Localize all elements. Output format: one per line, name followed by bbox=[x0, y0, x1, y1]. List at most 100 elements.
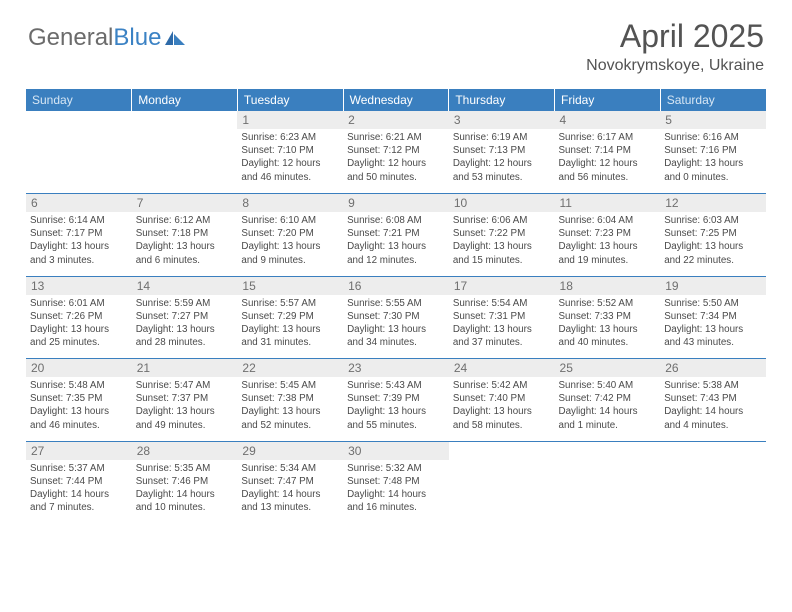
calendar-day-cell: 20Sunrise: 5:48 AMSunset: 7:35 PMDayligh… bbox=[26, 359, 132, 441]
daylight-text: Daylight: 14 hours and 16 minutes. bbox=[347, 488, 445, 514]
sunset-text: Sunset: 7:37 PM bbox=[136, 392, 234, 405]
sail-icon bbox=[163, 29, 187, 47]
sunrise-text: Sunrise: 5:43 AM bbox=[347, 379, 445, 392]
day-cell-inner: 10Sunrise: 6:06 AMSunset: 7:22 PMDayligh… bbox=[449, 194, 555, 269]
daylight-text: Daylight: 13 hours and 34 minutes. bbox=[347, 323, 445, 349]
calendar-day-cell: 17Sunrise: 5:54 AMSunset: 7:31 PMDayligh… bbox=[449, 276, 555, 358]
calendar-empty-cell bbox=[132, 111, 238, 193]
sunrise-text: Sunrise: 5:55 AM bbox=[347, 297, 445, 310]
day-number: 27 bbox=[26, 442, 132, 460]
location: Novokrymskoye, Ukraine bbox=[586, 57, 764, 75]
day-number: 6 bbox=[26, 194, 132, 212]
day-info: Sunrise: 5:38 AMSunset: 7:43 PMDaylight:… bbox=[664, 379, 762, 432]
calendar-week-row: 20Sunrise: 5:48 AMSunset: 7:35 PMDayligh… bbox=[26, 359, 766, 441]
day-number: 10 bbox=[449, 194, 555, 212]
day-cell-inner: 20Sunrise: 5:48 AMSunset: 7:35 PMDayligh… bbox=[26, 359, 132, 434]
daylight-text: Daylight: 13 hours and 6 minutes. bbox=[136, 240, 234, 266]
daylight-text: Daylight: 12 hours and 53 minutes. bbox=[453, 157, 551, 183]
sunrise-text: Sunrise: 6:16 AM bbox=[664, 131, 762, 144]
day-cell-inner: 27Sunrise: 5:37 AMSunset: 7:44 PMDayligh… bbox=[26, 442, 132, 517]
sunset-text: Sunset: 7:40 PM bbox=[453, 392, 551, 405]
sunset-text: Sunset: 7:43 PM bbox=[664, 392, 762, 405]
day-number: 9 bbox=[343, 194, 449, 212]
sunrise-text: Sunrise: 5:50 AM bbox=[664, 297, 762, 310]
calendar-day-cell: 1Sunrise: 6:23 AMSunset: 7:10 PMDaylight… bbox=[237, 111, 343, 193]
day-number: 4 bbox=[555, 111, 661, 129]
sunrise-text: Sunrise: 6:14 AM bbox=[30, 214, 128, 227]
day-number: 25 bbox=[555, 359, 661, 377]
calendar-week-row: 1Sunrise: 6:23 AMSunset: 7:10 PMDaylight… bbox=[26, 111, 766, 193]
day-info: Sunrise: 6:10 AMSunset: 7:20 PMDaylight:… bbox=[241, 214, 339, 267]
daylight-text: Daylight: 13 hours and 19 minutes. bbox=[559, 240, 657, 266]
weekday-header: Thursday bbox=[449, 89, 555, 111]
day-info: Sunrise: 5:34 AMSunset: 7:47 PMDaylight:… bbox=[241, 462, 339, 515]
day-number: 18 bbox=[555, 277, 661, 295]
day-cell-inner: 1Sunrise: 6:23 AMSunset: 7:10 PMDaylight… bbox=[237, 111, 343, 186]
calendar-day-cell: 18Sunrise: 5:52 AMSunset: 7:33 PMDayligh… bbox=[555, 276, 661, 358]
sunset-text: Sunset: 7:34 PM bbox=[664, 310, 762, 323]
sunset-text: Sunset: 7:30 PM bbox=[347, 310, 445, 323]
sunset-text: Sunset: 7:27 PM bbox=[136, 310, 234, 323]
day-number: 21 bbox=[132, 359, 238, 377]
calendar-table: SundayMondayTuesdayWednesdayThursdayFrid… bbox=[26, 89, 766, 523]
calendar-day-cell: 28Sunrise: 5:35 AMSunset: 7:46 PMDayligh… bbox=[132, 441, 238, 523]
sunset-text: Sunset: 7:33 PM bbox=[559, 310, 657, 323]
sunrise-text: Sunrise: 5:32 AM bbox=[347, 462, 445, 475]
sunset-text: Sunset: 7:35 PM bbox=[30, 392, 128, 405]
calendar-day-cell: 27Sunrise: 5:37 AMSunset: 7:44 PMDayligh… bbox=[26, 441, 132, 523]
sunset-text: Sunset: 7:22 PM bbox=[453, 227, 551, 240]
daylight-text: Daylight: 14 hours and 13 minutes. bbox=[241, 488, 339, 514]
day-info: Sunrise: 6:04 AMSunset: 7:23 PMDaylight:… bbox=[559, 214, 657, 267]
sunrise-text: Sunrise: 5:59 AM bbox=[136, 297, 234, 310]
day-cell-inner: 28Sunrise: 5:35 AMSunset: 7:46 PMDayligh… bbox=[132, 442, 238, 517]
calendar-day-cell: 2Sunrise: 6:21 AMSunset: 7:12 PMDaylight… bbox=[343, 111, 449, 193]
weekday-header: Saturday bbox=[660, 89, 766, 111]
day-cell-inner: 8Sunrise: 6:10 AMSunset: 7:20 PMDaylight… bbox=[237, 194, 343, 269]
day-number: 30 bbox=[343, 442, 449, 460]
day-cell-inner: 16Sunrise: 5:55 AMSunset: 7:30 PMDayligh… bbox=[343, 277, 449, 352]
weekday-header: Friday bbox=[555, 89, 661, 111]
weekday-header: Wednesday bbox=[343, 89, 449, 111]
day-cell-inner: 30 Sunrise: 5:32 AMSunset: 7:48 PMDayligh… bbox=[343, 442, 449, 517]
day-number: 12 bbox=[660, 194, 766, 212]
day-number: 11 bbox=[555, 194, 661, 212]
day-info: Sunrise: 5:48 AMSunset: 7:35 PMDaylight:… bbox=[30, 379, 128, 432]
sunset-text: Sunset: 7:25 PM bbox=[664, 227, 762, 240]
sunrise-text: Sunrise: 6:21 AM bbox=[347, 131, 445, 144]
daylight-text: Daylight: 12 hours and 56 minutes. bbox=[559, 157, 657, 183]
daylight-text: Daylight: 14 hours and 1 minute. bbox=[559, 405, 657, 431]
sunrise-text: Sunrise: 5:42 AM bbox=[453, 379, 551, 392]
sunset-text: Sunset: 7:31 PM bbox=[453, 310, 551, 323]
calendar-day-cell: 30 Sunrise: 5:32 AMSunset: 7:48 PMDayligh… bbox=[343, 441, 449, 523]
sunrise-text: Sunrise: 5:34 AM bbox=[241, 462, 339, 475]
sunset-text: Sunset: 7:42 PM bbox=[559, 392, 657, 405]
day-cell-inner: 11 Sunrise: 6:04 AMSunset: 7:23 PMDayligh… bbox=[555, 194, 661, 269]
daylight-text: Daylight: 13 hours and 49 minutes. bbox=[136, 405, 234, 431]
logo-text-gray: General bbox=[28, 24, 113, 51]
day-info: Sunrise: 6:03 AMSunset: 7:25 PMDaylight:… bbox=[664, 214, 762, 267]
day-cell-inner: 24Sunrise: 5:42 AMSunset: 7:40 PMDayligh… bbox=[449, 359, 555, 434]
sunset-text: Sunset: 7:26 PM bbox=[30, 310, 128, 323]
sunset-text: Sunset: 7:21 PM bbox=[347, 227, 445, 240]
sunrise-text: Sunrise: 5:38 AM bbox=[664, 379, 762, 392]
daylight-text: Daylight: 14 hours and 4 minutes. bbox=[664, 405, 762, 431]
day-number: 24 bbox=[449, 359, 555, 377]
sunrise-text: Sunrise: 5:54 AM bbox=[453, 297, 551, 310]
day-number: 1 bbox=[237, 111, 343, 129]
day-info: Sunrise: 5:50 AMSunset: 7:34 PMDaylight:… bbox=[664, 297, 762, 350]
daylight-text: Daylight: 13 hours and 43 minutes. bbox=[664, 323, 762, 349]
daylight-text: Daylight: 13 hours and 25 minutes. bbox=[30, 323, 128, 349]
calendar-day-cell: 8Sunrise: 6:10 AMSunset: 7:20 PMDaylight… bbox=[237, 194, 343, 276]
calendar-week-row: 27Sunrise: 5:37 AMSunset: 7:44 PMDayligh… bbox=[26, 441, 766, 523]
daylight-text: Daylight: 13 hours and 22 minutes. bbox=[664, 240, 762, 266]
day-number: 28 bbox=[132, 442, 238, 460]
sunrise-text: Sunrise: 6:08 AM bbox=[347, 214, 445, 227]
calendar-empty-cell bbox=[660, 441, 766, 523]
sunrise-text: Sunrise: 5:45 AM bbox=[241, 379, 339, 392]
sunset-text: Sunset: 7:29 PM bbox=[241, 310, 339, 323]
sunset-text: Sunset: 7:48 PM bbox=[347, 475, 445, 488]
sunrise-text: Sunrise: 6:04 AM bbox=[559, 214, 657, 227]
daylight-text: Daylight: 13 hours and 31 minutes. bbox=[241, 323, 339, 349]
sunrise-text: Sunrise: 6:23 AM bbox=[241, 131, 339, 144]
day-cell-inner: 14Sunrise: 5:59 AMSunset: 7:27 PMDayligh… bbox=[132, 277, 238, 352]
